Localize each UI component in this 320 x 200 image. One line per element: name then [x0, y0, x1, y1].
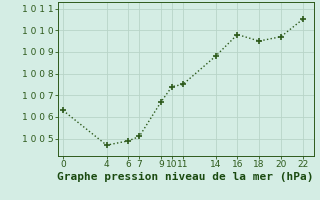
X-axis label: Graphe pression niveau de la mer (hPa): Graphe pression niveau de la mer (hPa): [57, 172, 314, 182]
